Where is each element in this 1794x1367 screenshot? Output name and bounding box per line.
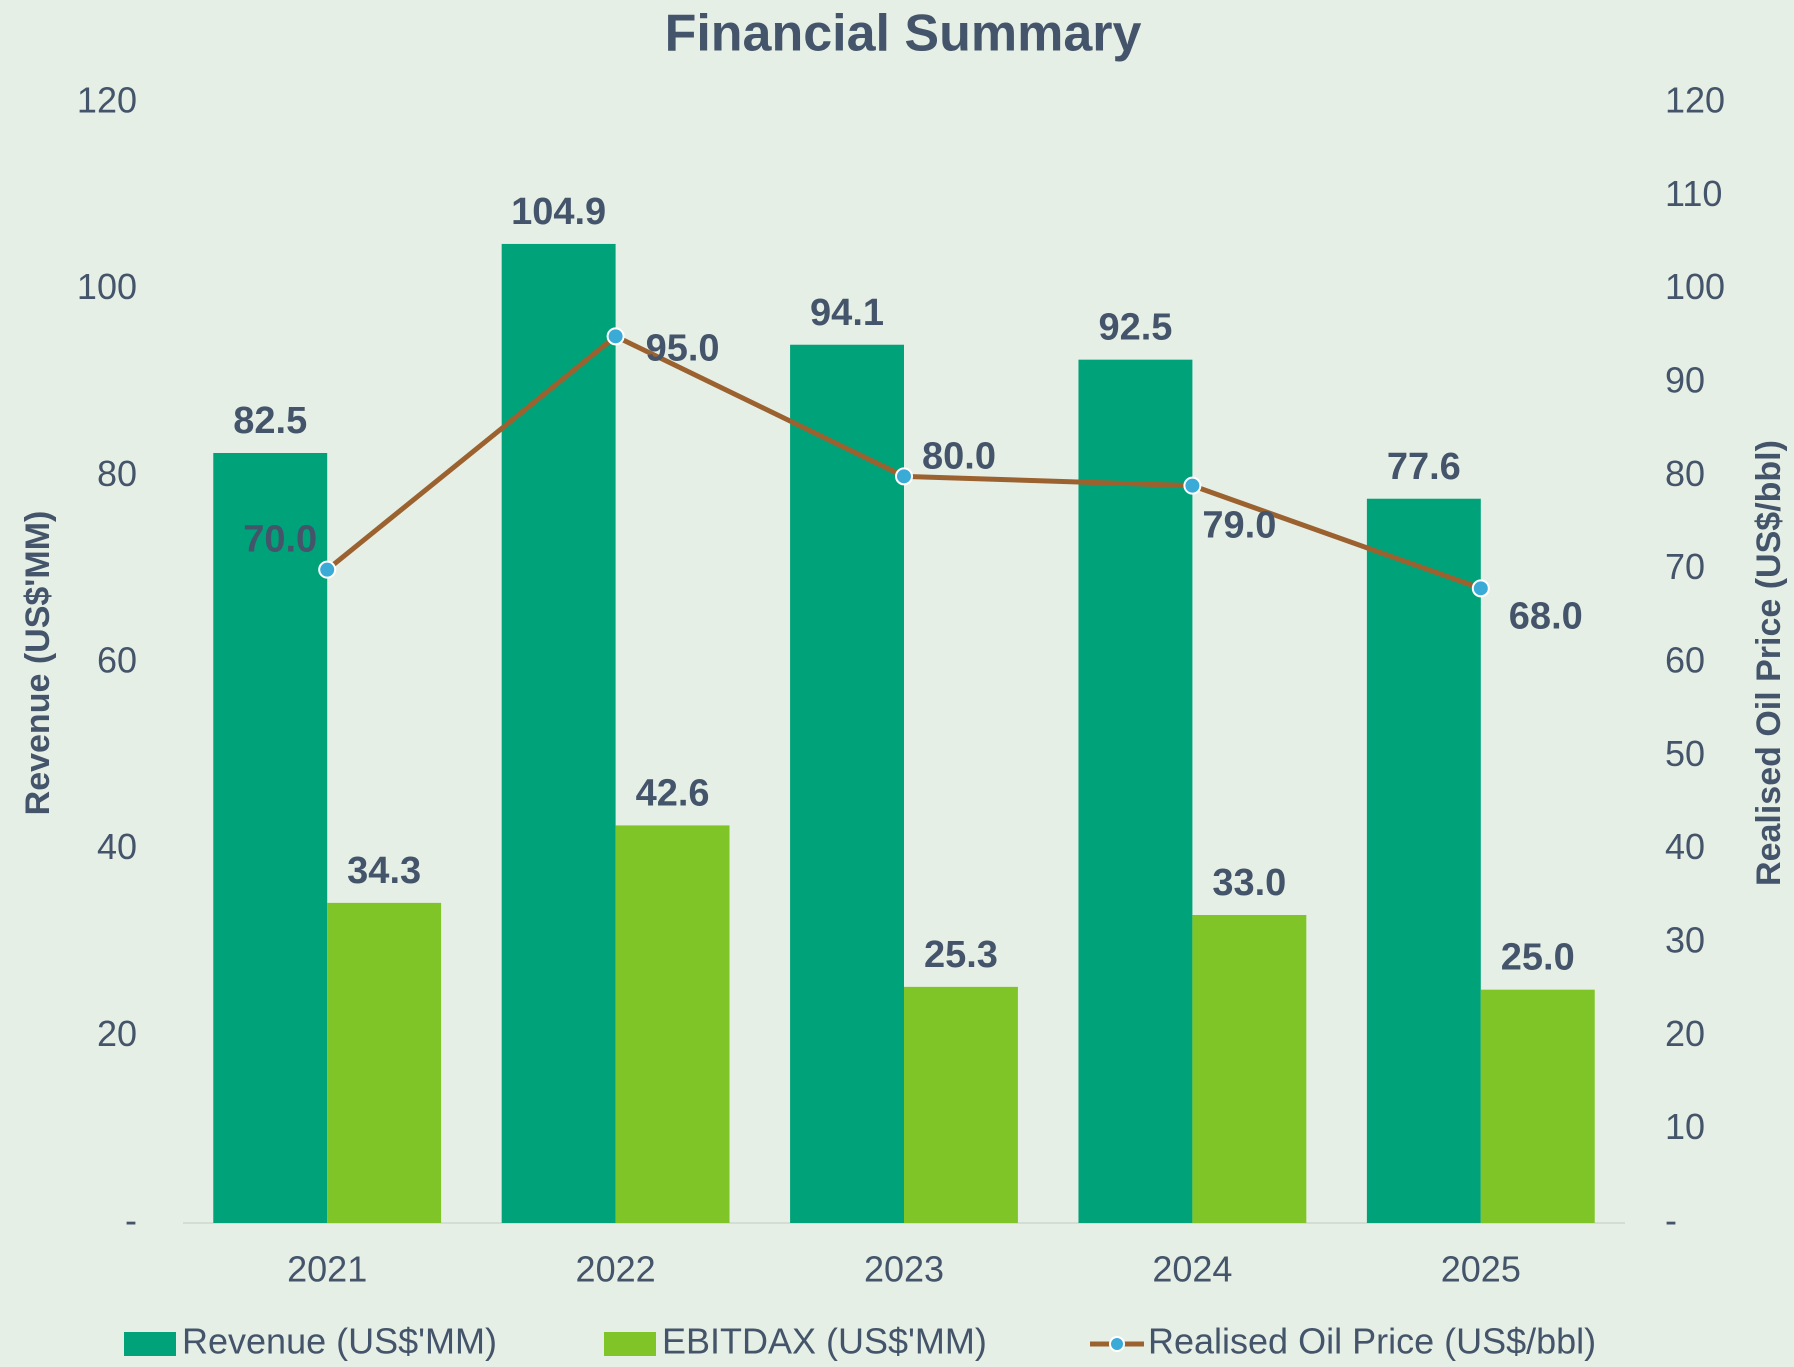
bar: [1078, 359, 1193, 1224]
data-label: 42.6: [636, 772, 710, 814]
y2ticks-label: 110: [1665, 173, 1722, 214]
yticks-label: 100: [77, 266, 137, 307]
y2ticks-label: 10: [1665, 1106, 1705, 1147]
data-label: 79.0: [1202, 505, 1276, 547]
line-marker: [318, 560, 337, 579]
data-label: 92.5: [1098, 307, 1172, 349]
y2ticks-label: 60: [1665, 640, 1705, 681]
x-tick-label: 2023: [864, 1249, 944, 1290]
data-label: 104.9: [511, 191, 606, 233]
data-label: 25.3: [924, 934, 998, 976]
yticks-label: 80: [97, 453, 137, 494]
yticks-label: 20: [97, 1013, 137, 1054]
legend-swatch: [604, 1332, 656, 1356]
x-tick-label: 2021: [287, 1249, 367, 1290]
data-label: 95.0: [646, 327, 720, 369]
yticks-label: 120: [77, 80, 137, 121]
data-label: 70.0: [243, 519, 317, 561]
data-label: 25.0: [1501, 937, 1575, 979]
y2ticks-label: -: [1665, 1200, 1677, 1241]
bar: [501, 243, 616, 1223]
y2ticks-label: 100: [1665, 266, 1725, 307]
line-marker: [895, 467, 913, 486]
yticks-label: -: [125, 1200, 137, 1241]
data-label: 33.0: [1212, 862, 1286, 904]
y2ticks-label: 70: [1665, 546, 1705, 587]
data-label: 82.5: [233, 400, 307, 442]
data-label: 34.3: [347, 850, 421, 892]
y2ticks-label: 90: [1665, 360, 1705, 401]
legend-label: Revenue (US$'MM): [182, 1321, 497, 1362]
y2-axis-title: Realised Oil Price (US$/bbl): [1750, 440, 1788, 886]
y2ticks-label: 120: [1665, 80, 1725, 121]
data-label: 94.1: [810, 292, 884, 334]
bar: [213, 453, 328, 1223]
legend-marker: [1109, 1336, 1125, 1352]
data-label: 80.0: [922, 435, 996, 477]
data-label: 77.6: [1387, 446, 1461, 488]
y2ticks-label: 20: [1665, 1013, 1705, 1054]
chart-title: Financial Summary: [665, 5, 1142, 63]
line-marker: [606, 327, 625, 346]
y2ticks-label: 40: [1665, 826, 1705, 867]
x-tick-label: 2022: [576, 1249, 656, 1290]
bar: [904, 986, 1018, 1223]
x-tick-label: 2024: [1152, 1249, 1232, 1290]
y2ticks-label: 30: [1665, 920, 1705, 961]
line-marker: [1183, 476, 1202, 495]
bar: [1480, 989, 1595, 1223]
bar: [1366, 498, 1481, 1223]
y2ticks-label: 50: [1665, 733, 1705, 774]
legend-swatch: [124, 1332, 176, 1356]
legend-label: EBITDAX (US$'MM): [662, 1321, 987, 1362]
legend-label: Realised Oil Price (US$/bbl): [1148, 1321, 1596, 1362]
line-marker: [1471, 579, 1490, 598]
y-axis-title: Revenue (US$'MM): [19, 511, 57, 816]
y2ticks-label: 80: [1665, 453, 1705, 494]
bar: [327, 902, 442, 1223]
bar: [615, 825, 730, 1223]
yticks-label: 40: [97, 826, 137, 867]
bar: [790, 344, 904, 1223]
bar: [1192, 915, 1307, 1223]
x-tick-label: 2025: [1441, 1249, 1521, 1290]
yticks-label: 60: [97, 640, 137, 681]
data-label: 68.0: [1509, 595, 1583, 637]
